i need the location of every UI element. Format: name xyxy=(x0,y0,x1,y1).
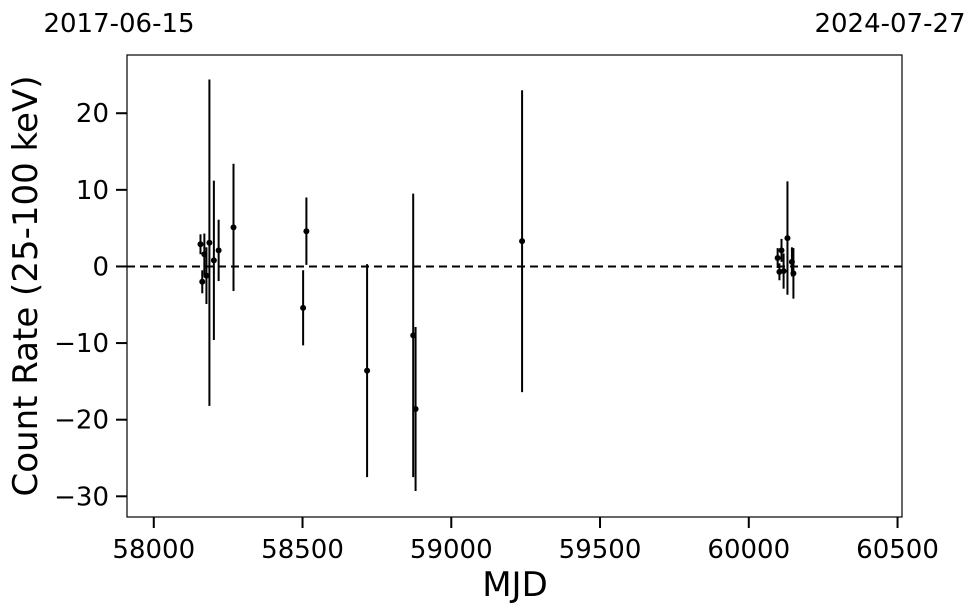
data-point xyxy=(300,304,307,311)
x-tick-label: 59000 xyxy=(410,535,493,565)
data-point xyxy=(303,228,310,235)
y-axis-ticks: −30 −20 −10 0 10 20 xyxy=(54,99,127,512)
error-bars xyxy=(199,79,795,491)
data-point xyxy=(790,270,797,277)
data-point xyxy=(778,247,785,254)
top-left-date: 2017-06-15 xyxy=(43,9,194,39)
data-point xyxy=(410,332,417,339)
plot-area-frame xyxy=(126,54,903,518)
data-point xyxy=(412,405,419,412)
data-point xyxy=(364,367,371,374)
data-point xyxy=(210,257,217,264)
data-point xyxy=(199,278,206,285)
x-axis-ticks: 58000 58500 59000 59500 60000 60500 xyxy=(112,517,939,565)
y-tick-label: −20 xyxy=(54,406,109,436)
x-tick-label: 58000 xyxy=(112,535,195,565)
y-tick-label: 10 xyxy=(76,176,109,206)
y-tick-label: −10 xyxy=(54,329,109,359)
y-tick-label: −30 xyxy=(54,482,109,512)
y-tick-label: 20 xyxy=(76,99,109,129)
y-tick-label: 0 xyxy=(92,252,109,282)
data-point xyxy=(774,255,781,262)
top-right-date: 2024-07-27 xyxy=(814,9,965,39)
data-point xyxy=(230,224,237,231)
data-point xyxy=(206,239,213,246)
x-tick-label: 60500 xyxy=(856,535,939,565)
x-tick-label: 59500 xyxy=(559,535,642,565)
data-point xyxy=(784,235,791,242)
y-axis-label: Count Rate (25-100 keV) xyxy=(6,76,46,497)
data-point xyxy=(215,247,222,254)
data-point xyxy=(519,238,526,245)
x-axis-label: MJD xyxy=(482,565,548,605)
data-point xyxy=(780,268,787,275)
x-tick-label: 58500 xyxy=(261,535,344,565)
data-point xyxy=(197,241,204,248)
data-point xyxy=(788,258,795,265)
data-point xyxy=(201,251,208,258)
x-tick-label: 60000 xyxy=(707,535,790,565)
data-point xyxy=(203,272,210,279)
data-points xyxy=(197,224,797,412)
